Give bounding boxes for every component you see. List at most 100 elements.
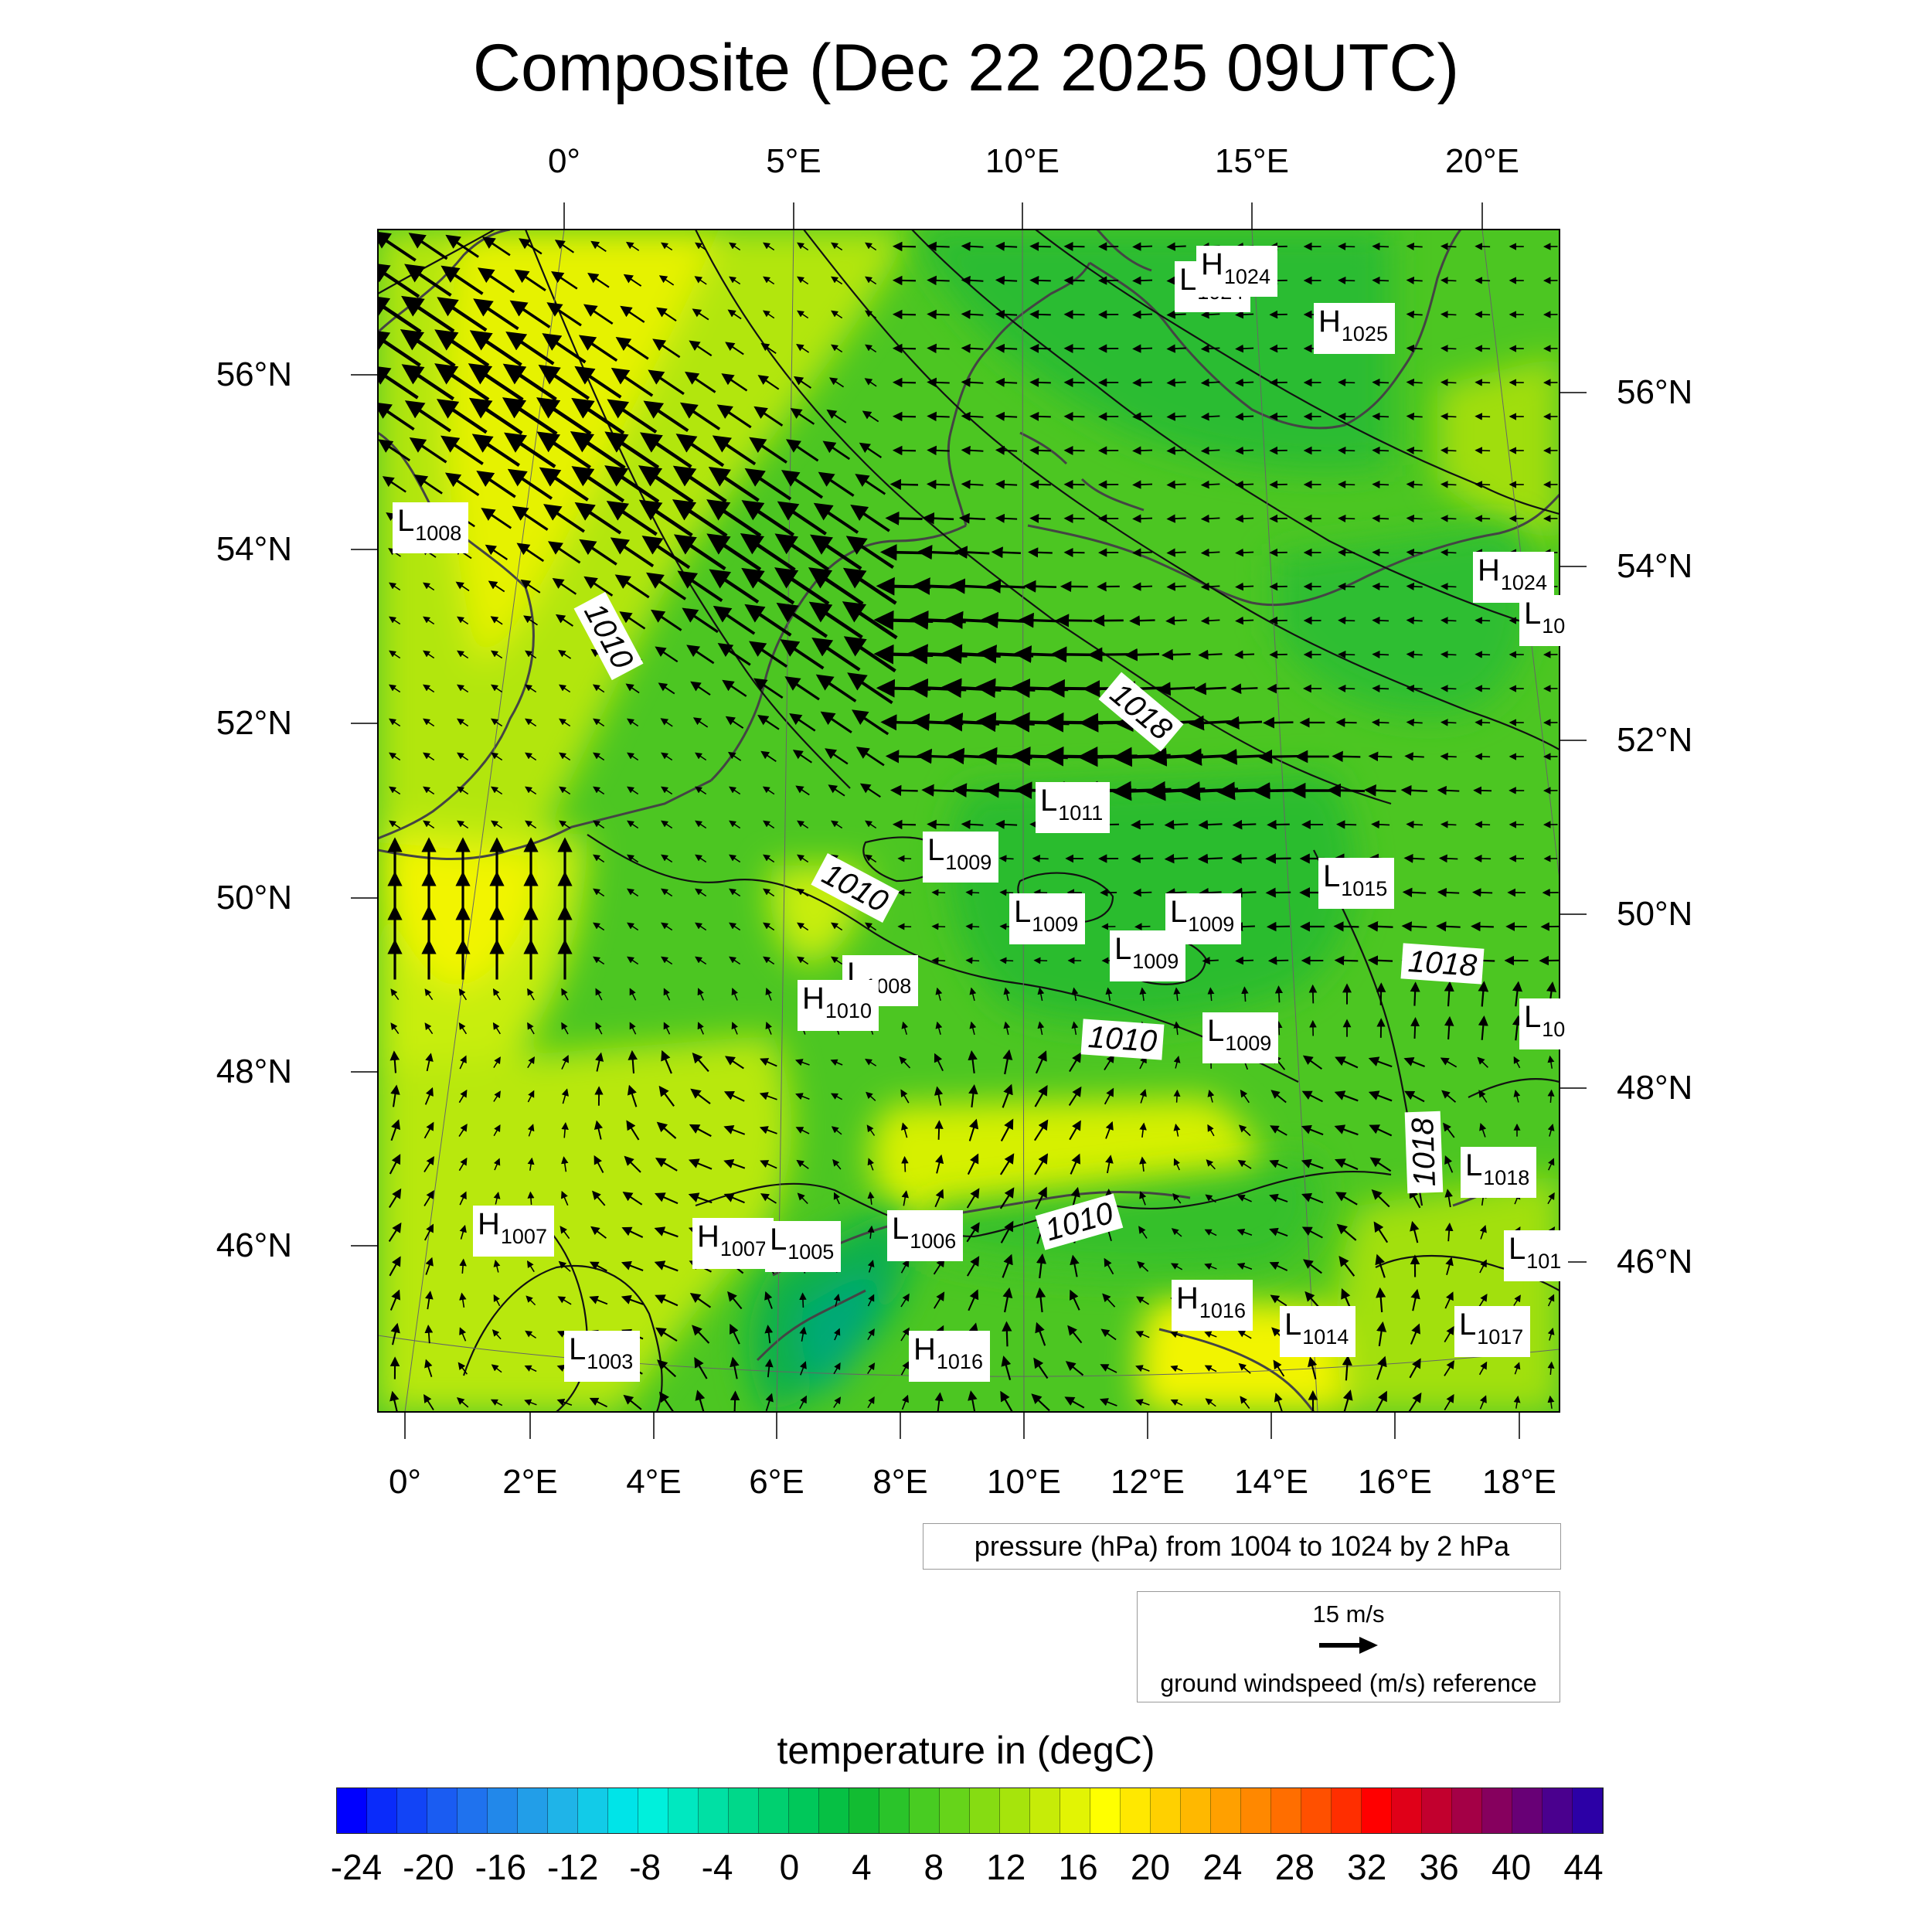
wind-arrow: [1237, 1160, 1252, 1169]
wind-arrow: [663, 1022, 671, 1035]
wind-arrow: [729, 922, 741, 931]
wind-arrow: [708, 466, 760, 502]
wind-arrow: [831, 242, 843, 251]
wind-arrow: [900, 1259, 910, 1274]
wind-arrow: [571, 466, 625, 503]
wind-arrow: [1342, 1355, 1352, 1381]
wind-arrow: [694, 1356, 708, 1379]
pressure-system-label: L1003: [564, 1331, 641, 1382]
wind-arrow: [520, 579, 541, 594]
wind-arrow: [1104, 1053, 1114, 1070]
wind-arrow: [594, 1052, 604, 1072]
wind-arrow: [491, 650, 503, 659]
wind-arrow: [845, 536, 894, 570]
wind-arrow: [627, 752, 639, 761]
colorbar-swatch: [1000, 1788, 1030, 1833]
wind-arrow: [900, 1361, 910, 1376]
wind-arrow: [579, 539, 617, 566]
wind-arrow: [424, 988, 434, 1001]
bottom-lon-label: 2°E: [502, 1463, 558, 1501]
wind-arrow: [966, 1222, 980, 1243]
wind-arrow: [723, 1125, 746, 1135]
colorbar-swatch: [940, 1788, 970, 1833]
wind-arrow: [842, 567, 897, 605]
meridian-0: [404, 230, 565, 1412]
wind-arrow: [760, 1058, 777, 1067]
pressure-system-label: L1008: [393, 502, 469, 553]
wind-arrow: [825, 748, 849, 765]
wind-arrow: [390, 988, 400, 1001]
wind-arrow: [795, 1127, 810, 1134]
wind-arrow: [760, 1193, 777, 1204]
wind-arrow: [491, 718, 503, 727]
wind-arrow: [1436, 921, 1461, 932]
colorbar-swatch: [1543, 1788, 1573, 1833]
wind-arrow: [473, 298, 519, 331]
wind-arrow: [527, 1260, 535, 1273]
wind-arrow: [543, 504, 585, 533]
pressure-system-label: L1018: [1461, 1147, 1537, 1198]
wind-arrow: [378, 402, 415, 431]
colorbar-swatch: [427, 1788, 457, 1833]
wind-arrow: [527, 1056, 535, 1069]
wind-arrow: [1338, 1256, 1355, 1277]
wind-arrow: [1301, 1192, 1324, 1204]
wind-arrow: [592, 684, 605, 693]
wind-arrow: [1479, 1395, 1487, 1410]
colorbar-swatch: [457, 1788, 488, 1833]
wind-arrow: [561, 1156, 569, 1172]
colorbar-swatch: [849, 1788, 879, 1833]
wind-arrow: [797, 310, 809, 319]
colorbar-swatch: [1181, 1788, 1211, 1833]
wind-arrow: [1240, 1089, 1250, 1104]
wind-arrow: [1236, 1195, 1252, 1202]
wind-vectors: [378, 230, 1560, 1412]
colorbar-swatch: [488, 1788, 518, 1833]
wind-arrow: [1207, 1089, 1215, 1103]
wind-arrow: [760, 342, 777, 354]
wind-arrow: [408, 233, 448, 260]
wind-arrow: [455, 581, 470, 592]
wind-arrow: [730, 1390, 740, 1412]
wind-arrow: [1067, 1325, 1083, 1344]
wind-arrow: [721, 373, 748, 392]
wind-arrow: [763, 888, 775, 897]
wind-arrow: [695, 786, 707, 795]
wind-arrow: [1376, 1355, 1387, 1380]
wind-arrow: [995, 241, 1018, 251]
wind-arrow: [389, 582, 401, 591]
wind-arrow: [583, 576, 614, 597]
wind-arrow: [763, 820, 775, 829]
wind-arrow: [934, 1053, 944, 1072]
bottom-lon-label: 18°E: [1482, 1463, 1556, 1501]
colorbar-swatch: [367, 1788, 397, 1833]
wind-arrow: [689, 1293, 712, 1308]
pressure-system-label: L10: [1519, 595, 1573, 646]
wind-arrow: [389, 786, 401, 795]
wind-arrow: [593, 888, 605, 897]
wind-arrow: [813, 502, 859, 534]
wind-arrow: [961, 241, 984, 251]
wind-arrow: [1197, 853, 1223, 864]
wind-arrow: [1036, 1287, 1046, 1313]
wind-arrow: [765, 1393, 774, 1411]
wind-arrow: [1165, 888, 1187, 898]
wind-arrow: [481, 508, 512, 529]
wind-arrow: [672, 499, 728, 538]
wind-arrow: [1207, 987, 1215, 1002]
wind-arrow: [1000, 1118, 1014, 1142]
wind-arrow: [614, 574, 650, 599]
wind-arrow: [900, 1293, 910, 1308]
wind-arrow: [621, 1294, 644, 1305]
wind-reference-speed: 15 m/s: [1312, 1600, 1385, 1628]
wind-arrow: [1002, 1253, 1013, 1278]
wind-arrow: [1173, 1021, 1181, 1036]
wind-arrow: [729, 242, 741, 251]
wind-arrow: [1440, 1057, 1458, 1068]
wind-arrow: [899, 1056, 911, 1069]
wind-arrow: [1000, 1390, 1014, 1412]
wind-arrow: [722, 679, 747, 697]
wind-arrow: [1513, 1362, 1521, 1375]
wind-arrow: [539, 467, 589, 502]
